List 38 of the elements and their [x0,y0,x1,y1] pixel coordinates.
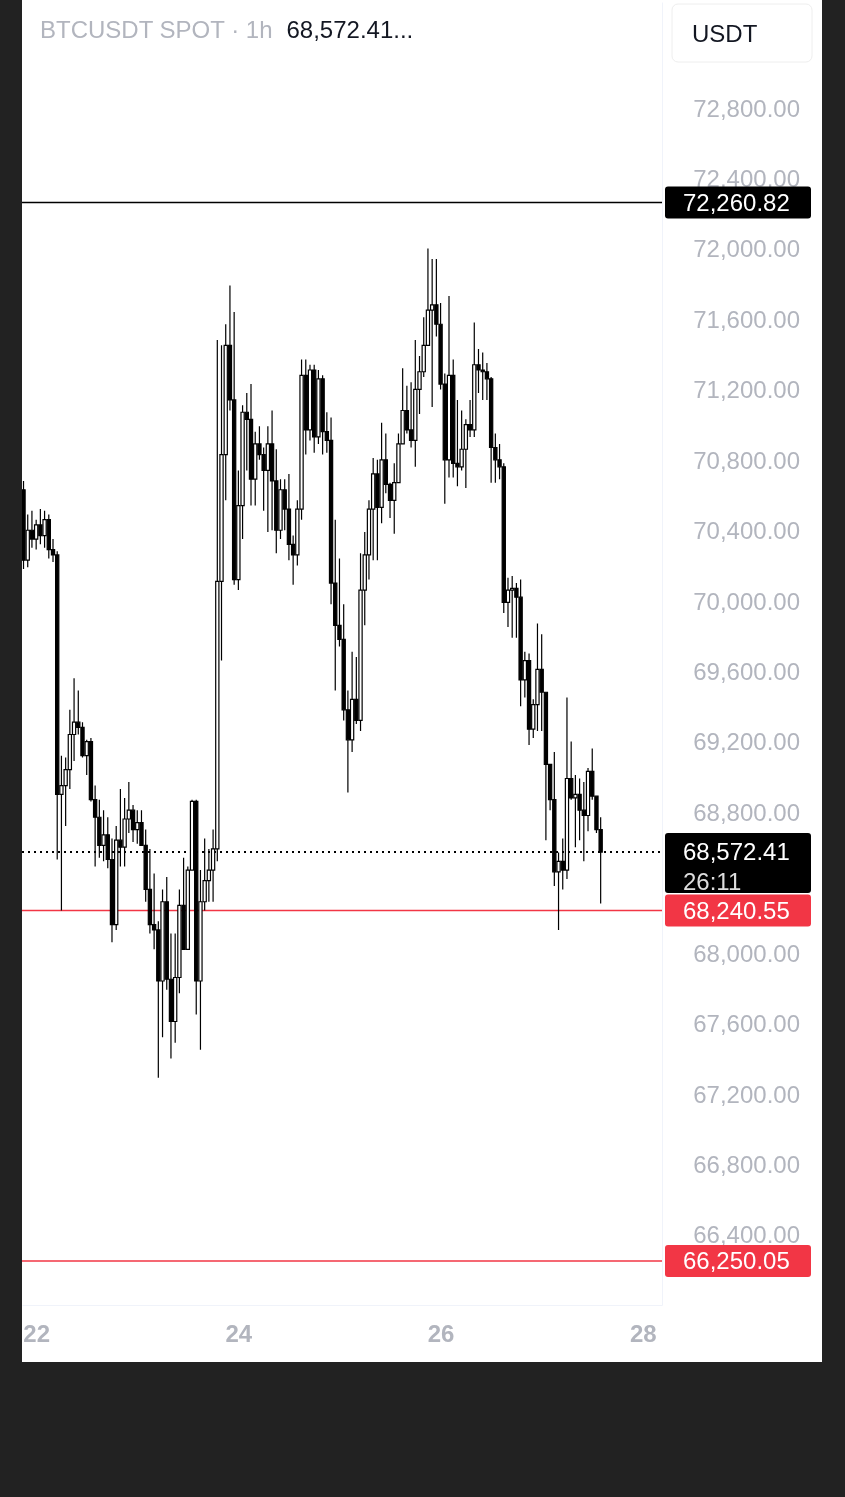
y-axis-title: USDT [692,20,758,47]
text: 26:11 [683,868,742,896]
y-tick-label: 67,200.00 [693,1080,800,1108]
x-tick-label: 26 [427,1320,455,1348]
ref-line-label: 68,240.55 [683,896,790,924]
y-tick-label: 72,000.00 [693,235,800,263]
candlestick [22,480,26,570]
y-tick-label: 67,600.00 [693,1010,800,1038]
y-tick-label: 66,400.00 [693,1221,800,1249]
candlestick [320,374,325,456]
text: BTCUSDT SPOT · 1h [40,16,273,43]
y-tick-label: 66,800.00 [693,1151,800,1179]
candlestick [46,513,51,560]
x-tick-label: 24 [225,1320,253,1348]
candlestick [312,364,317,454]
y-tick-label: 69,600.00 [693,658,800,686]
x-tick-label: 22 [23,1320,51,1348]
text: 68,572.41... [286,16,414,43]
y-tick-label: 70,000.00 [693,587,800,615]
candlestick [413,339,418,468]
y-tick-label: 69,200.00 [693,728,800,756]
y-tick-label: 68,800.00 [693,798,800,826]
ref-line-label: 68,572.41 [683,838,790,866]
candlestick [480,351,485,401]
candlestick [472,321,477,438]
y-tick-label: 70,400.00 [693,517,800,545]
candlestick [135,809,140,845]
ref-line-label: 66,250.05 [683,1247,790,1275]
candlestick [518,578,523,707]
candlestick [526,652,532,746]
candlestick [509,575,515,639]
y-tick-label: 68,000.00 [693,939,800,967]
y-tick-label: 70,800.00 [693,446,800,474]
candlestick [248,383,254,507]
y-tick-label: 71,200.00 [693,376,800,404]
x-tick-label: 28 [629,1320,657,1348]
y-tick-label: 71,600.00 [693,305,800,333]
y-tick-label: 72,800.00 [693,94,800,122]
